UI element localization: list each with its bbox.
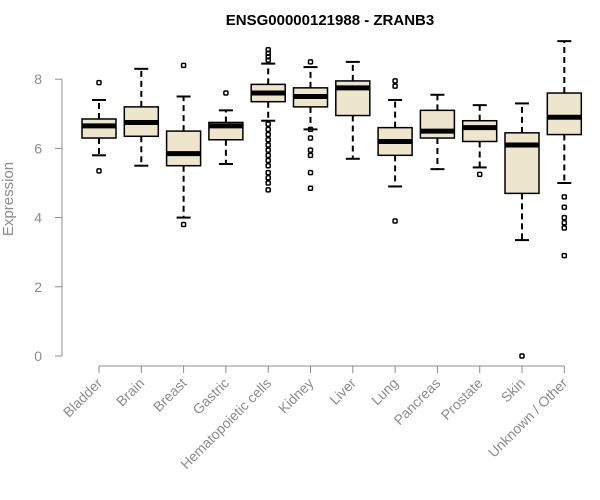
box-breast xyxy=(165,130,202,167)
outlier-point xyxy=(561,252,568,259)
outlier-point xyxy=(519,353,525,359)
outlier-point xyxy=(265,121,271,127)
y-tick-label: 6 xyxy=(34,140,42,156)
outlier-point xyxy=(307,152,314,159)
box-group-skin xyxy=(504,102,540,359)
box-skin xyxy=(504,132,540,195)
outlier-point xyxy=(561,204,568,210)
outlier-point xyxy=(265,175,271,181)
outlier-point xyxy=(265,152,271,159)
outlier-point xyxy=(265,142,271,148)
box-group-kidney xyxy=(292,59,329,191)
outlier-point xyxy=(265,147,271,153)
outlier-point xyxy=(265,131,271,138)
outlier-point xyxy=(265,162,271,169)
outlier-point xyxy=(307,59,314,65)
outlier-point xyxy=(476,171,483,178)
box-unknown-other xyxy=(546,92,583,136)
box-group-breast xyxy=(165,62,202,228)
outlier-point xyxy=(265,187,271,193)
x-tick-label-brain: Brain xyxy=(113,375,147,409)
box-bladder xyxy=(81,118,117,139)
box-group-brain xyxy=(123,67,160,167)
x-tick-label-liver: Liver xyxy=(326,375,359,408)
box-group-bladder xyxy=(81,79,117,174)
outlier-point xyxy=(265,47,271,53)
outlier-point xyxy=(180,221,187,228)
y-tick-label: 2 xyxy=(34,279,42,295)
outlier-point xyxy=(561,225,568,231)
outlier-point xyxy=(265,126,271,133)
x-tick-label-skin: Skin xyxy=(498,375,529,406)
box-group-liver xyxy=(335,60,371,160)
outlier-point xyxy=(392,83,398,89)
x-tick-label-breast: Breast xyxy=(150,375,190,415)
x-tick-label-bladder: Bladder xyxy=(60,375,106,421)
outlier-point xyxy=(223,90,229,96)
y-axis: 0 2 4 6 8 xyxy=(34,71,63,364)
outlier-point xyxy=(561,220,568,226)
outlier-point xyxy=(265,180,271,186)
outlier-point xyxy=(307,126,314,133)
box-pancreas xyxy=(419,109,456,139)
box-group-lung xyxy=(377,78,413,224)
outlier-point xyxy=(561,214,568,221)
x-tick-label-prostate: Prostate xyxy=(438,375,486,423)
outlier-point xyxy=(307,185,314,191)
x-tick-label-unknown-other: Unknown / Other xyxy=(485,375,571,461)
y-tick-label: 8 xyxy=(34,71,42,87)
box-group-unknown-other xyxy=(546,40,583,259)
outlier-point xyxy=(392,78,398,84)
outlier-point xyxy=(180,62,187,69)
outlier-point xyxy=(561,194,568,200)
x-tick-label-lung: Lung xyxy=(368,375,401,408)
outlier-point xyxy=(265,137,271,143)
outlier-point xyxy=(96,168,102,174)
outlier-point xyxy=(265,169,271,176)
box-group-hematopoietic-cells xyxy=(250,47,286,193)
x-tick-label-pancreas: Pancreas xyxy=(390,375,443,428)
boxes-layer xyxy=(81,40,583,359)
outlier-point xyxy=(392,218,398,224)
box-group-prostate xyxy=(461,104,498,178)
y-tick-label: 0 xyxy=(34,348,42,364)
chart-title: ENSG00000121988 - ZRANB3 xyxy=(226,12,434,29)
y-tick-label: 4 xyxy=(34,210,42,226)
box-prostate xyxy=(461,119,498,143)
outlier-point xyxy=(96,79,102,86)
x-tick-label-kidney: Kidney xyxy=(275,375,317,417)
outlier-point xyxy=(265,157,271,164)
box-group-gastric xyxy=(208,90,244,165)
y-axis-title: Expression xyxy=(0,162,17,236)
outlier-point xyxy=(307,147,314,153)
outlier-point xyxy=(307,169,314,176)
outlier-point xyxy=(307,135,314,141)
box-group-pancreas xyxy=(419,93,456,171)
